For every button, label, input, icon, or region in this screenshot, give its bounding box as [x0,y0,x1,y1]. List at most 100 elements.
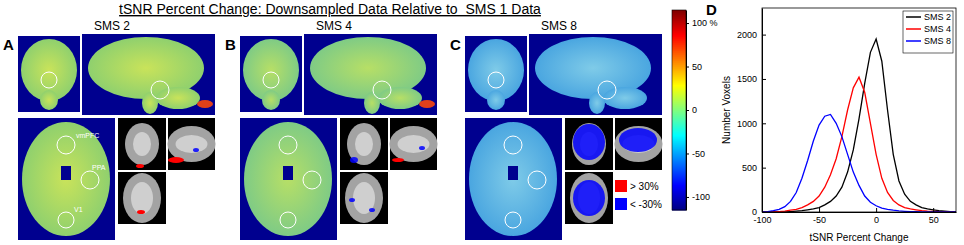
overlay-negative [619,128,657,152]
image-bg [18,118,115,240]
thumb-bg [615,118,662,170]
roi-circle [504,136,522,154]
threshold-swatch [615,198,627,210]
colorbar-tick-label: 50 [692,62,702,72]
brain-cerebellum [378,87,422,109]
image-bg [465,36,527,112]
roi-circle [528,171,546,189]
colorbar-tick-mark [686,67,689,68]
thumb-white-matter [398,135,430,153]
thumb-brain [168,126,216,162]
image-bg [304,34,437,115]
legend-swatch [906,28,921,30]
colorbar-tick: -50 [686,149,705,159]
y-tick: 2000 [737,30,766,40]
series-line [762,114,956,212]
colorbar-tick-label: -100 [692,192,710,202]
x-tick-mark [933,208,934,212]
colorbar-tick-mark [686,110,689,111]
region-label: V1 [74,206,83,213]
roi-circle [373,81,391,99]
thumb-brain [390,126,438,162]
roi-circle [41,72,57,88]
x-tick-label: -50 [813,215,826,225]
colorbar-tick: 0 [686,105,697,115]
thumb-brain [615,126,663,162]
overlay-negative [369,208,375,212]
brain-panel: ASMS 2vmPFCPPAV1 [3,19,216,240]
y-tick-label: 1000 [737,119,757,129]
panel-label: C [450,36,461,53]
image-bg [82,34,215,115]
colorbar-frame [672,10,686,210]
legend-swatch [906,40,921,42]
brain-stem [487,90,505,110]
thumb-white-matter [355,132,373,156]
thumb-brain [572,123,606,165]
panel-title: SMS 2 [94,19,130,33]
thumb-brain [570,173,608,223]
brain-axial [22,122,110,236]
overlay-positive [392,158,404,162]
colorbar-tick-label: 100 % [692,18,718,28]
x-tick: 50 [929,208,939,225]
series-line [762,39,956,212]
region-label: PPA [92,164,106,171]
y-tick-label: 500 [742,163,757,173]
thumb-brain [123,173,161,223]
thumb-brain [347,123,381,165]
roi-circle [280,212,296,228]
colorbar-tick-label: 0 [692,105,697,115]
thumb-bg [340,172,388,224]
legend: SMS 2SMS 4SMS 8 [903,11,953,53]
y-tick-mark [762,79,766,80]
legend-box [903,11,953,53]
ventricle [283,166,293,180]
thumb-brain [125,123,159,165]
x-tick-label: 0 [874,215,879,225]
overlay-negative [349,198,355,202]
image-bg [465,118,562,240]
y-tick-mark [762,35,766,36]
brain-panel: BSMS 4 [225,19,438,240]
colorbar-strip [672,10,686,13]
roi-circle [598,81,616,99]
ventricle [61,166,71,180]
plot-area [762,8,956,212]
image-bg [18,36,80,112]
x-axis-title: tSNR Percent Change [810,232,909,243]
colorbar-tick-mark [686,23,689,24]
thumb-white-matter [176,135,208,153]
figure: tSNR Percent Change: Downsampled Data Re… [0,0,964,245]
panel-label: D [706,1,717,18]
brain-cerebellum [156,87,200,109]
y-tick: 1500 [737,74,766,84]
colorbar-axis: 100 % 50 0 -50 -100 [686,11,718,211]
colorbar-tick-mark [686,197,689,198]
y-tick-mark [762,123,766,124]
brain-panel: CSMS 8 [450,19,663,240]
x-axis: -100-50050 [753,208,956,225]
colorbar-tick: 100 % [686,18,718,28]
x-tick-label: 50 [929,215,939,225]
y-tick-mark [762,212,766,213]
thumb-white-matter [131,182,153,214]
image-bg [240,36,302,112]
roi-circle [58,212,74,228]
y-tick-label: 0 [752,207,757,217]
panel-title: SMS 4 [316,19,352,33]
y-tick: 0 [752,207,766,217]
overlay-negative [350,157,358,163]
figure-title: tSNR Percent Change: Downsampled Data Re… [119,1,541,17]
roi-circle [263,72,279,88]
x-tick-mark [876,208,877,212]
legend-swatch [906,16,921,18]
plot-frame [762,8,956,212]
colorbar-tick: 50 [686,62,702,72]
thumb-bg [565,118,613,170]
y-axis-title: Number Voxels [721,76,732,144]
thumb-white-matter [353,182,375,214]
panel-label: A [3,36,14,53]
y-axis-line [762,9,763,213]
thumb-bg [390,118,437,170]
